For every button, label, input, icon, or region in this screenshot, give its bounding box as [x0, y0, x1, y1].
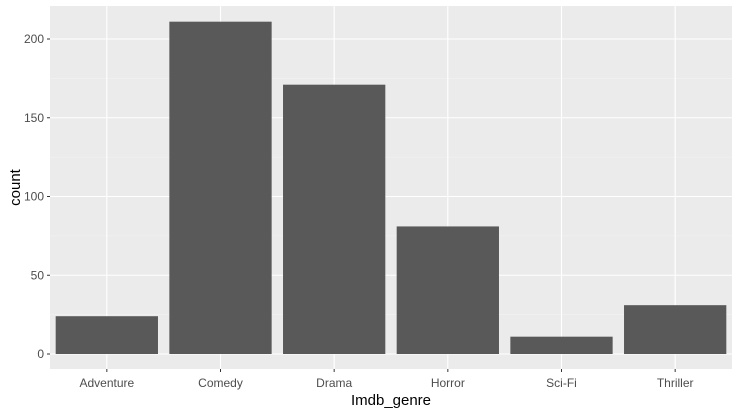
- x-axis-ticks: Adventure Comedy Drama Horror Sci-Fi Thriller: [79, 369, 694, 390]
- bar-comedy: [169, 21, 272, 355]
- y-tick-label: 200: [24, 32, 44, 46]
- y-axis-title: count: [7, 168, 24, 206]
- x-tick-label: Thriller: [657, 376, 694, 390]
- x-tick-label: Comedy: [198, 376, 243, 390]
- bar-horror: [396, 226, 499, 354]
- bar-adventure: [55, 316, 158, 354]
- x-tick-label: Adventure: [79, 376, 134, 390]
- x-tick-label: Sci-Fi: [546, 376, 577, 390]
- bar-thriller: [624, 305, 727, 354]
- panel-background: [50, 6, 732, 369]
- y-tick-label: 150: [24, 111, 44, 125]
- y-axis-ticks: 0 50 100 150 200: [24, 32, 50, 361]
- minor-gridlines: [50, 78, 732, 315]
- y-tick-label: 50: [31, 268, 45, 282]
- bars: [55, 21, 727, 355]
- y-tick-label: 100: [24, 190, 44, 204]
- bar-drama: [283, 84, 386, 355]
- y-tick-label: 0: [37, 347, 44, 361]
- x-tick-label: Drama: [316, 376, 352, 390]
- bar-sci-fi: [510, 336, 613, 354]
- x-axis-title: Imdb_genre: [351, 392, 431, 409]
- x-tick-label: Horror: [431, 376, 465, 390]
